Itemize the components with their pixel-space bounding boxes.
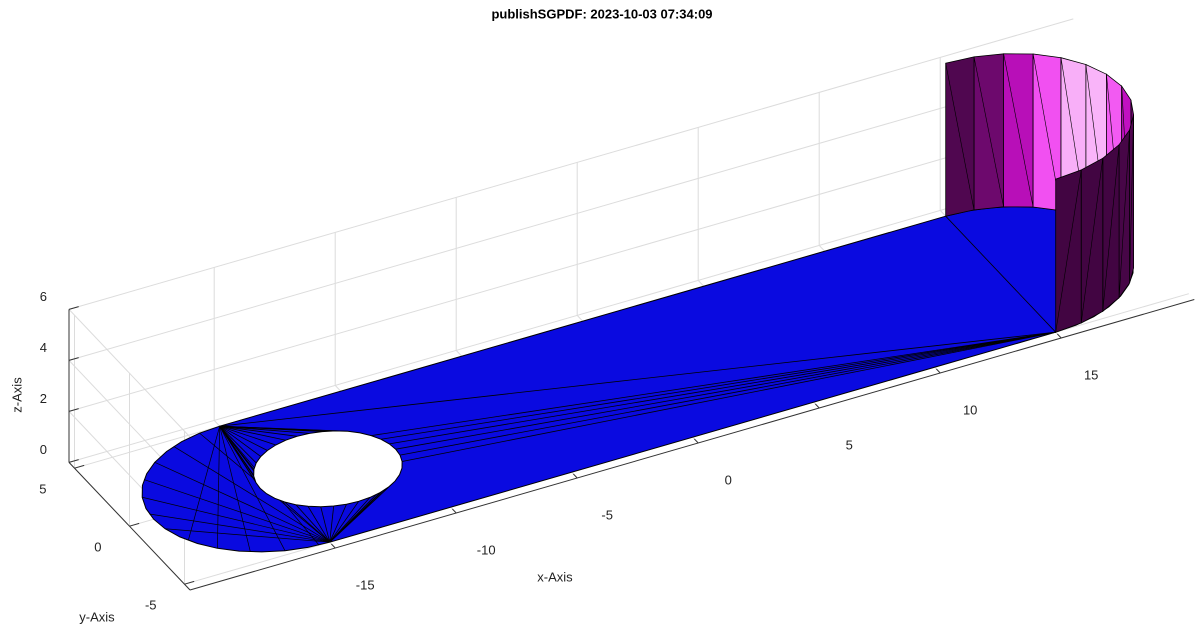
x-tick bbox=[573, 474, 577, 478]
x-tick bbox=[1057, 334, 1061, 338]
chart: publishSGPDF: 2023-10-03 07:34:09 x-Axis… bbox=[0, 0, 1204, 628]
z-tick bbox=[69, 307, 79, 310]
y-tick bbox=[185, 581, 195, 584]
z-tick-label: 6 bbox=[40, 289, 47, 304]
x-tick-label: 0 bbox=[725, 472, 732, 487]
y-tick-label: -5 bbox=[145, 598, 157, 613]
y-axis-label: y-Axis bbox=[79, 609, 115, 624]
x-tick-label: -10 bbox=[477, 542, 496, 557]
x-tick-label: 10 bbox=[963, 402, 977, 417]
x-tick bbox=[815, 404, 819, 408]
z-tick-label: 0 bbox=[40, 442, 47, 457]
x-tick-label: -15 bbox=[356, 577, 375, 592]
y-tick-label: 0 bbox=[94, 540, 101, 555]
chart-title: publishSGPDF: 2023-10-03 07:34:09 bbox=[491, 6, 712, 21]
z-axis-label: z-Axis bbox=[9, 377, 24, 413]
z-tick bbox=[69, 358, 79, 361]
z-tick bbox=[69, 409, 79, 412]
x-tick-label: -5 bbox=[601, 507, 613, 522]
y-tick bbox=[75, 465, 85, 468]
x-axis-label: x-Axis bbox=[537, 569, 573, 584]
x-tick bbox=[936, 369, 940, 373]
x-tick bbox=[331, 544, 335, 548]
x-tick bbox=[452, 509, 456, 513]
z-tick-label: 4 bbox=[40, 340, 47, 355]
z-tick bbox=[69, 460, 79, 463]
x-tick-label: 15 bbox=[1084, 367, 1098, 382]
z-tick-label: 2 bbox=[40, 391, 47, 406]
y-tick-label: 5 bbox=[39, 482, 46, 497]
y-tick bbox=[130, 523, 140, 526]
x-tick bbox=[694, 439, 698, 443]
x-tick-label: 5 bbox=[846, 437, 853, 452]
